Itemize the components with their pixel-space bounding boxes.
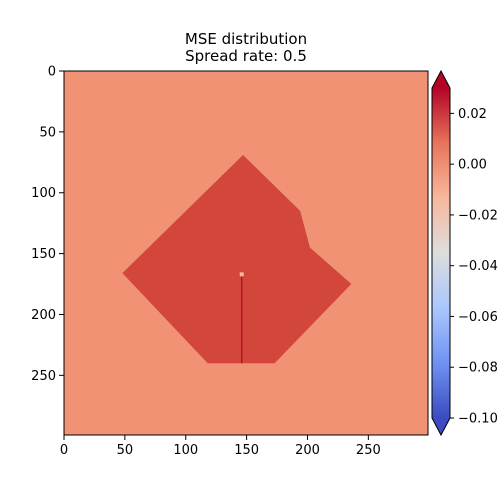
- chart-title: MSE distribution: [184, 30, 308, 48]
- colorbar-tick-label: −0.06: [458, 310, 498, 325]
- colorbar-gradient: [432, 88, 450, 418]
- y-tick-label: 200: [31, 308, 56, 323]
- x-tick-label: 250: [356, 443, 381, 458]
- colorbar-tick-label: 0.00: [458, 158, 487, 173]
- x-tick-label: 50: [117, 443, 134, 458]
- colorbar-outline: [431, 69, 451, 437]
- chart-subtitle: Spread rate: 0.5: [185, 47, 307, 65]
- high-error-region: [122, 155, 352, 364]
- colorbar-min-extend: [432, 418, 450, 435]
- y-tick-label: 150: [31, 247, 56, 262]
- x-tick-label: 150: [234, 443, 259, 458]
- x-axis: 0 50 100 150 200 250: [60, 435, 381, 458]
- y-tick-label: 100: [31, 186, 56, 201]
- colorbar-tick-label: −0.02: [458, 208, 498, 223]
- point-artifact: [239, 272, 244, 277]
- x-tick-label: 200: [295, 443, 320, 458]
- colorbar-tick-label: 0.02: [458, 107, 487, 122]
- colorbar-tick-label: −0.08: [458, 361, 498, 376]
- y-axis: 0 50 100 150 200 250: [31, 65, 64, 384]
- heatmap-image: [64, 71, 428, 435]
- plot-frame: [63, 70, 429, 436]
- plot-area: [63, 70, 429, 436]
- colorbar-tick-label: −0.10: [458, 412, 498, 427]
- x-tick-label: 100: [173, 443, 198, 458]
- colorbar: 0.02 0.00 −0.02 −0.04 −0.06 −0.08 −0.10: [431, 69, 498, 437]
- y-tick-label: 250: [31, 369, 56, 384]
- y-tick-label: 0: [48, 65, 56, 80]
- x-tick-label: 0: [60, 443, 68, 458]
- colorbar-max-extend: [432, 71, 450, 88]
- colorbar-tick-label: −0.04: [458, 259, 498, 274]
- y-tick-label: 50: [39, 125, 56, 140]
